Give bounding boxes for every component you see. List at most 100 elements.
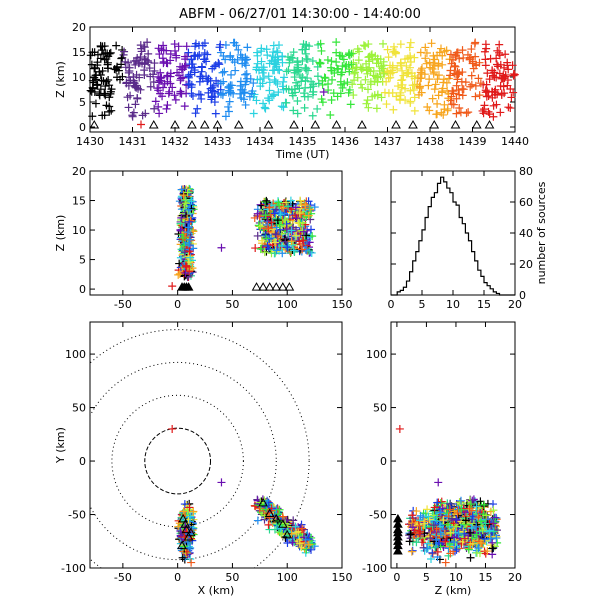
source-point <box>302 54 311 63</box>
source-point <box>384 53 393 62</box>
source-point <box>283 538 292 547</box>
source-point <box>225 97 234 106</box>
source-point <box>308 57 317 66</box>
source-point <box>471 81 480 90</box>
source-point <box>496 108 505 117</box>
source-point <box>163 101 172 110</box>
source-point <box>406 97 415 106</box>
source-point <box>420 70 429 79</box>
source-point <box>292 528 301 537</box>
y-tick-label: 60 <box>519 196 533 209</box>
x-tick-label: 5 <box>423 571 430 584</box>
source-point <box>88 112 97 121</box>
source-point <box>373 91 382 100</box>
range-ring <box>111 394 244 528</box>
source-point <box>182 42 191 51</box>
source-point <box>433 498 442 507</box>
y-tick-label: 100 <box>65 348 86 361</box>
source-point <box>329 89 338 98</box>
y-tick-label: 50 <box>72 402 86 415</box>
source-point <box>188 91 197 100</box>
source-point <box>174 270 183 279</box>
station-marker <box>408 119 418 129</box>
source-point <box>389 105 398 114</box>
source-point <box>124 103 133 112</box>
source-point <box>437 497 446 506</box>
source-point <box>424 532 433 541</box>
source-point <box>471 52 480 61</box>
source-point <box>173 68 182 77</box>
source-point <box>496 60 505 69</box>
source-point <box>396 91 405 100</box>
source-point <box>155 50 164 59</box>
source-point <box>393 64 402 73</box>
source-point <box>298 524 307 533</box>
source-point <box>429 59 438 68</box>
time-height-panel: 1430 1431 1432 1433 1434 1435 1436 1437 1438 1439… <box>54 21 529 161</box>
source-point <box>258 68 267 77</box>
x-tick-label: 1433 <box>204 135 232 148</box>
source-point <box>488 66 497 75</box>
x-tick-label: 1432 <box>161 135 189 148</box>
source-point <box>181 269 190 278</box>
station-marker <box>271 513 282 523</box>
x-tick-label: -50 <box>114 298 132 311</box>
source-point <box>253 231 262 240</box>
source-point <box>279 203 288 212</box>
source-point <box>295 237 304 246</box>
source-point <box>436 44 445 53</box>
source-point <box>125 66 134 75</box>
x-tick-label: 1437 <box>374 135 402 148</box>
source-point <box>282 516 291 525</box>
source-point <box>453 67 462 76</box>
source-point <box>466 53 475 62</box>
source-point <box>220 67 229 76</box>
source-point <box>272 47 281 56</box>
station-marker <box>185 527 196 537</box>
source-point <box>318 98 327 107</box>
source-point <box>477 517 486 526</box>
source-point <box>284 221 293 230</box>
source-point <box>153 84 162 93</box>
source-point <box>150 104 159 113</box>
source-point <box>295 209 304 218</box>
source-point <box>133 94 142 103</box>
source-point <box>151 97 160 106</box>
source-point <box>468 539 477 548</box>
source-point <box>256 82 265 91</box>
x-tick-label: 1431 <box>119 135 147 148</box>
plan-view-content <box>90 329 319 568</box>
source-point <box>455 69 464 78</box>
source-point <box>275 200 284 209</box>
source-point <box>96 85 105 94</box>
source-point <box>203 77 212 86</box>
source-point <box>456 108 465 117</box>
y-tick-label: 10 <box>72 71 86 84</box>
source-point <box>452 81 461 90</box>
source-point <box>434 62 443 71</box>
source-point <box>212 76 221 85</box>
y-tick-label: -100 <box>362 562 387 575</box>
source-point <box>301 49 310 58</box>
source-point <box>468 512 477 521</box>
source-point <box>323 55 332 64</box>
source-point <box>455 103 464 112</box>
source-point <box>196 72 205 81</box>
source-point <box>414 90 423 99</box>
source-point <box>346 100 355 109</box>
y-tick-label: 10 <box>72 224 86 237</box>
source-point <box>433 75 442 84</box>
source-point <box>438 504 447 513</box>
source-point <box>434 478 443 487</box>
source-point <box>429 69 438 78</box>
source-point <box>407 547 416 556</box>
source-point <box>190 66 199 75</box>
source-point <box>102 55 111 64</box>
source-point <box>164 89 173 98</box>
source-point <box>158 54 167 63</box>
source-point <box>273 48 282 57</box>
source-point <box>416 48 425 57</box>
source-point <box>503 81 512 90</box>
source-point <box>412 507 421 516</box>
source-point <box>88 48 97 57</box>
